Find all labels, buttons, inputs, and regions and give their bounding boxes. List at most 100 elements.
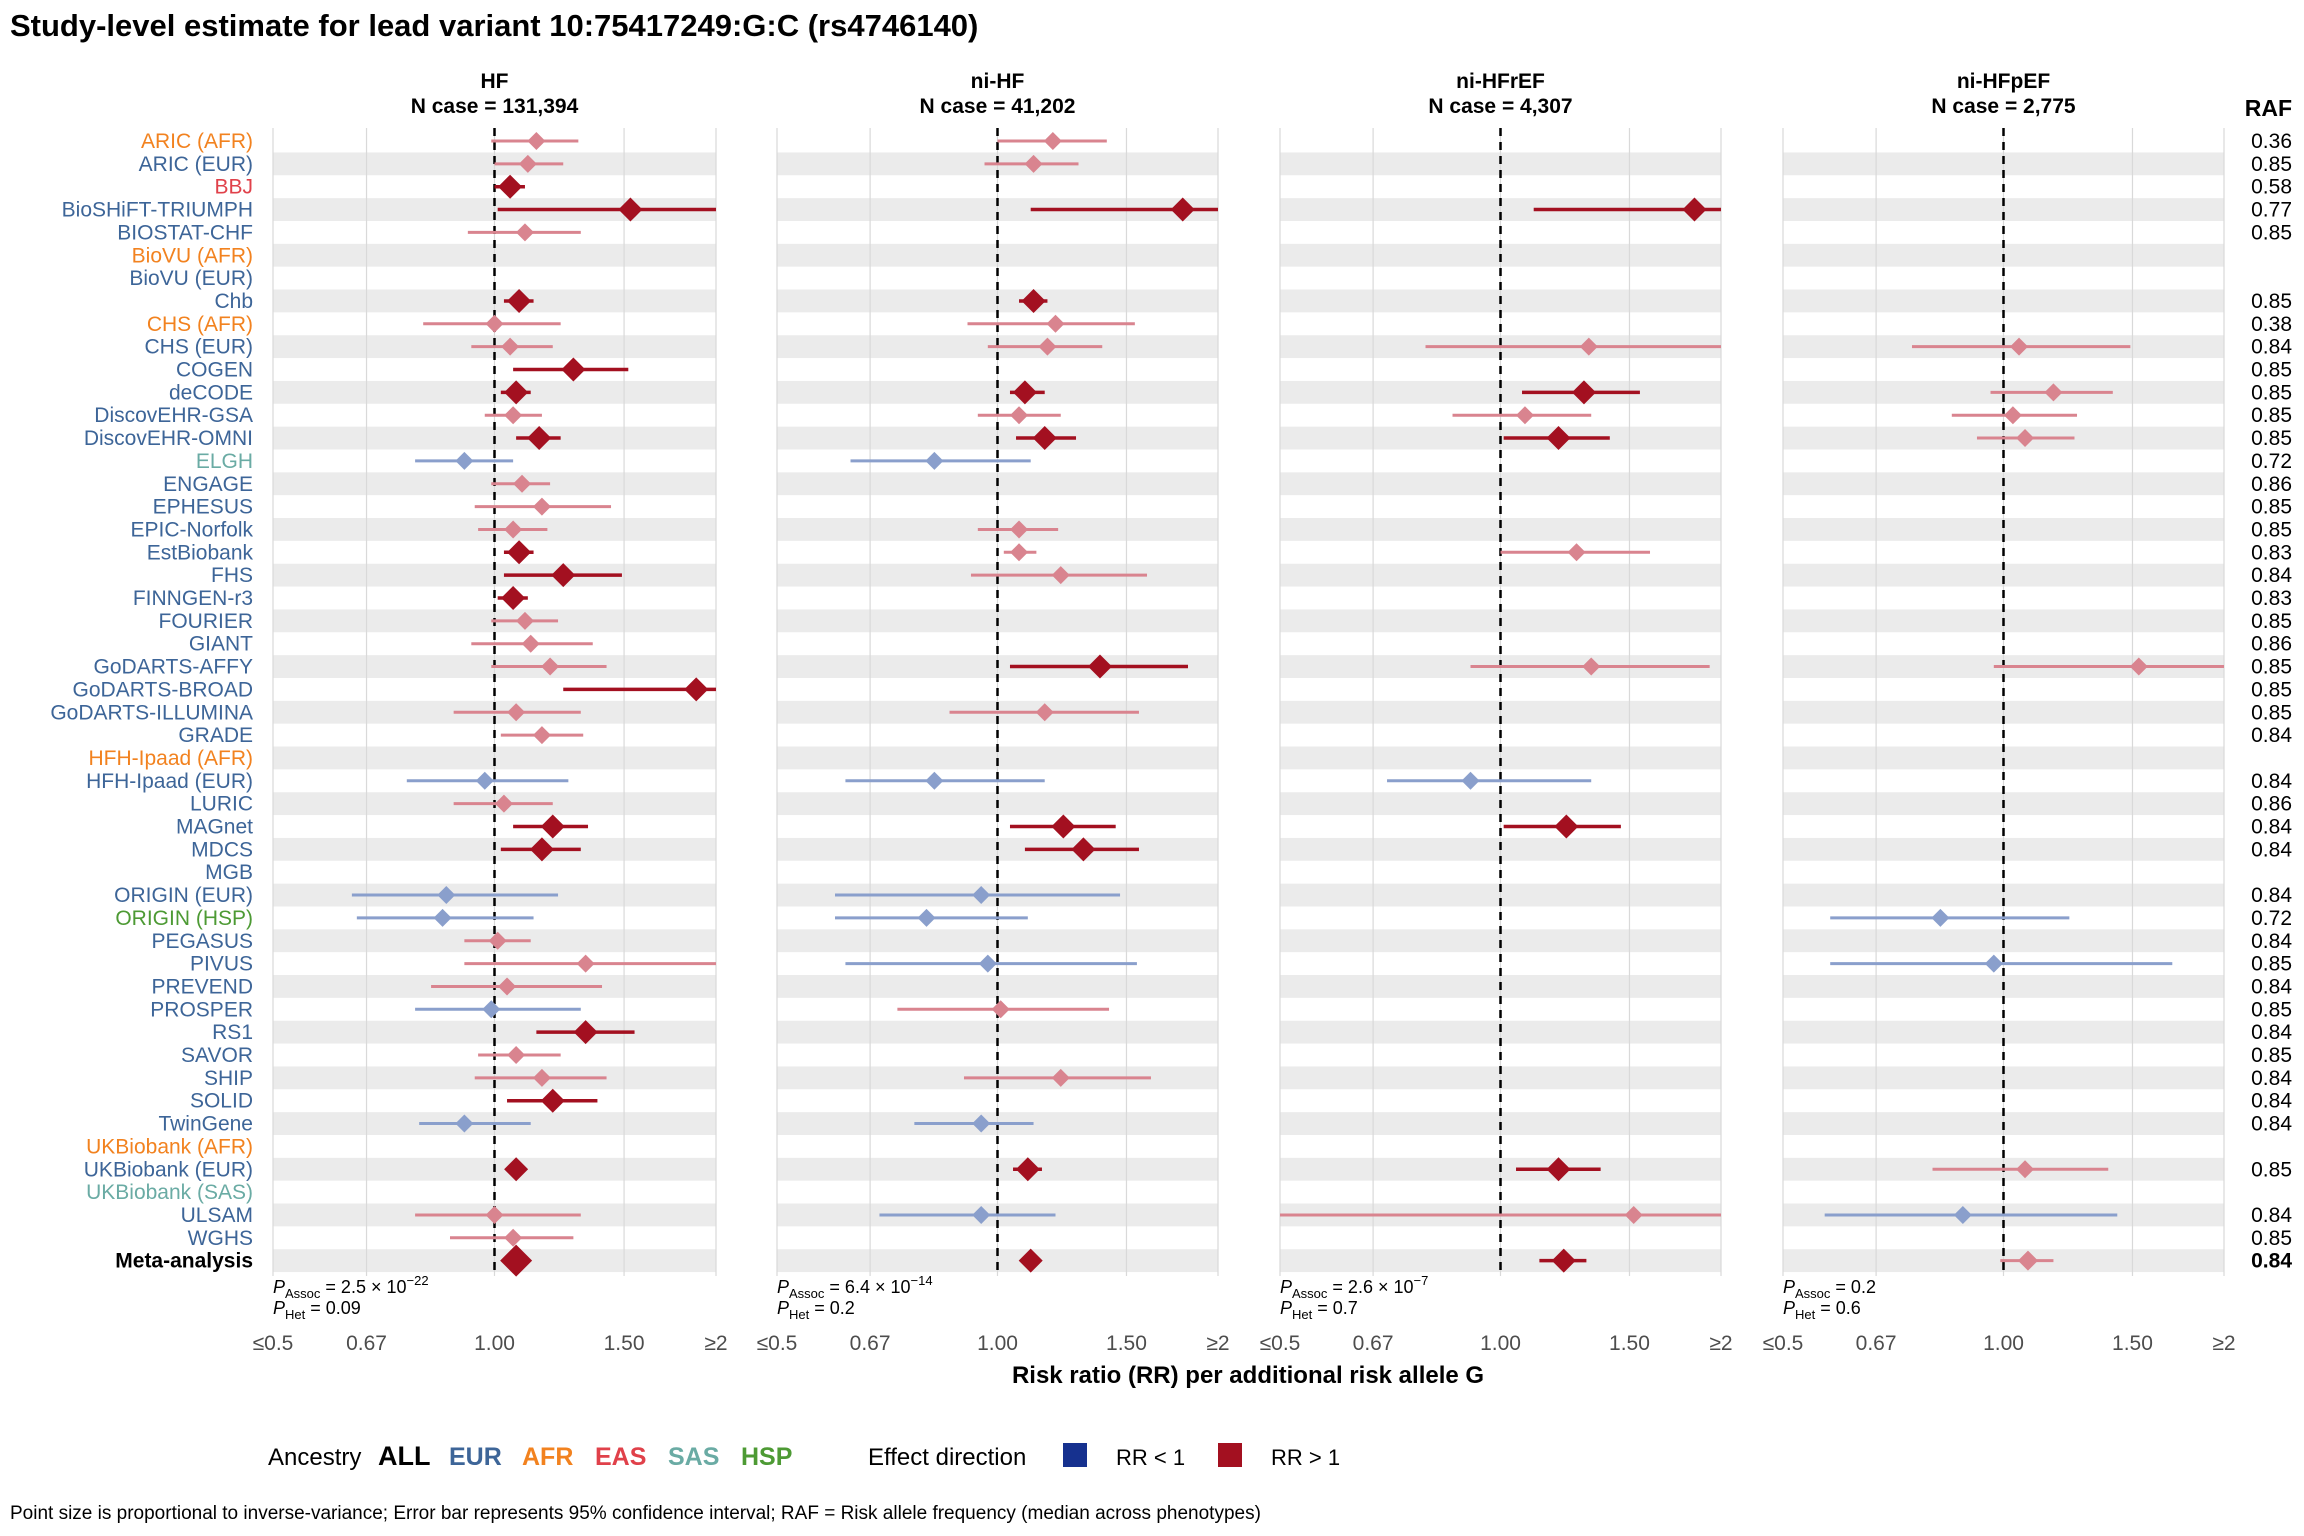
raf-value: 0.85 — [2251, 1158, 2292, 1181]
point-estimate — [504, 406, 523, 425]
raf-value: 0.86 — [2251, 473, 2292, 496]
point-estimate — [576, 954, 595, 973]
point-estimate — [1018, 1248, 1043, 1273]
study-label: BBJ — [214, 176, 253, 199]
raf-value: 0.85 — [2251, 381, 2292, 404]
point-estimate — [1010, 543, 1029, 562]
point-estimate — [532, 1068, 551, 1087]
point-estimate — [433, 908, 452, 927]
p-assoc-label: PAssoc = 2.5 × 10−22 — [273, 1273, 429, 1301]
raf-value: 0.84 — [2251, 336, 2292, 359]
x-tick-label: 1.00 — [474, 1332, 515, 1355]
point-estimate — [541, 657, 560, 676]
panel-title: ni-HFpEF — [1957, 70, 2050, 93]
point-estimate — [2129, 657, 2148, 676]
point-estimate — [1515, 406, 1534, 425]
raf-value: 0.85 — [2251, 656, 2292, 679]
raf-value: 0.38 — [2251, 313, 2292, 336]
study-label: MDCS — [191, 838, 253, 861]
raf-value: 0.84 — [2251, 930, 2292, 953]
point-estimate — [1579, 337, 1598, 356]
point-estimate — [455, 451, 474, 470]
point-estimate — [561, 357, 586, 382]
raf-value: 0.85 — [2251, 290, 2292, 313]
study-label: ARIC (EUR) — [139, 153, 253, 176]
point-estimate — [501, 586, 526, 610]
point-estimate — [1567, 543, 1586, 562]
point-estimate — [1051, 814, 1076, 839]
p-het-label: PHet = 0.7 — [1280, 1298, 1358, 1322]
point-estimate — [1571, 380, 1596, 405]
study-label: PROSPER — [150, 998, 253, 1021]
point-estimate — [507, 288, 532, 313]
point-estimate — [500, 1244, 533, 1277]
x-tick-label: ≥2 — [1709, 1332, 1732, 1355]
x-tick-label: ≥2 — [704, 1332, 727, 1355]
raf-value: 0.84 — [2251, 770, 2292, 793]
study-label: UKBiobank (AFR) — [86, 1135, 253, 1158]
study-label: GoDARTS-ILLUMINA — [50, 701, 253, 724]
raf-value: 0.58 — [2251, 176, 2292, 199]
point-estimate — [972, 886, 991, 905]
point-estimate — [521, 634, 540, 653]
legend-swatch — [1063, 1443, 1087, 1467]
study-label: ORIGIN (HSP) — [115, 907, 253, 930]
point-estimate — [1953, 1205, 1972, 1224]
x-tick-label: 1.00 — [977, 1332, 1018, 1355]
point-estimate — [482, 1000, 501, 1019]
point-estimate — [1010, 406, 1029, 425]
study-label: PIVUS — [190, 953, 253, 976]
raf-value: 0.85 — [2251, 701, 2292, 724]
point-estimate — [1682, 197, 1707, 222]
raf-value: 0.83 — [2251, 541, 2292, 564]
raf-value: 0.85 — [2251, 153, 2292, 176]
raf-value: 0.85 — [2251, 496, 2292, 519]
point-estimate — [573, 1020, 598, 1045]
x-tick-label: 1.00 — [1983, 1332, 2024, 1355]
raf-value: 0.85 — [2251, 998, 2292, 1021]
point-estimate — [2010, 337, 2029, 356]
point-estimate — [515, 223, 534, 242]
legend-ancestry-sas: SAS — [668, 1443, 719, 1471]
point-estimate — [437, 886, 456, 905]
study-label: EPHESUS — [153, 496, 253, 519]
point-estimate — [972, 1114, 991, 1133]
raf-value: 0.84 — [2251, 564, 2292, 587]
raf-value: 0.85 — [2251, 404, 2292, 427]
point-estimate — [518, 154, 537, 173]
x-tick-label: ≤0.5 — [757, 1332, 798, 1355]
study-label: UKBiobank (SAS) — [86, 1181, 253, 1204]
raf-value: 0.85 — [2251, 1227, 2292, 1250]
point-estimate — [2017, 1250, 2038, 1271]
study-label: FINNGEN-r3 — [133, 587, 253, 610]
point-estimate — [1170, 197, 1195, 222]
point-estimate — [498, 977, 517, 996]
study-label: PREVEND — [151, 975, 253, 998]
point-estimate — [507, 703, 526, 722]
study-label: EstBiobank — [147, 541, 254, 564]
x-tick-label: 0.67 — [346, 1332, 387, 1355]
legend-swatch — [1218, 1443, 1242, 1467]
panel-n-case: N case = 2,775 — [1931, 95, 2076, 118]
point-estimate — [507, 1046, 526, 1064]
point-estimate — [1582, 657, 1601, 676]
point-estimate — [1087, 654, 1112, 679]
raf-value: 0.84 — [2251, 1090, 2292, 1113]
point-estimate — [1012, 380, 1037, 405]
x-tick-label: ≥2 — [1206, 1332, 1229, 1355]
study-label: TwinGene — [158, 1113, 253, 1136]
point-estimate — [504, 1157, 529, 1182]
x-tick-label: 1.50 — [2112, 1332, 2153, 1355]
point-estimate — [1043, 132, 1062, 150]
legend-ancestry-title: Ancestry — [268, 1444, 361, 1471]
point-estimate — [455, 1114, 474, 1133]
p-assoc-label: PAssoc = 0.2 — [1783, 1277, 1876, 1301]
point-estimate — [2003, 406, 2022, 425]
raf-value: 0.77 — [2251, 199, 2292, 222]
x-tick-label: ≤0.5 — [253, 1332, 294, 1355]
p-het-label: PHet = 0.2 — [777, 1298, 855, 1322]
raf-value: 0.84 — [2251, 838, 2292, 861]
study-label: FHS — [211, 564, 253, 587]
point-estimate — [618, 197, 643, 222]
